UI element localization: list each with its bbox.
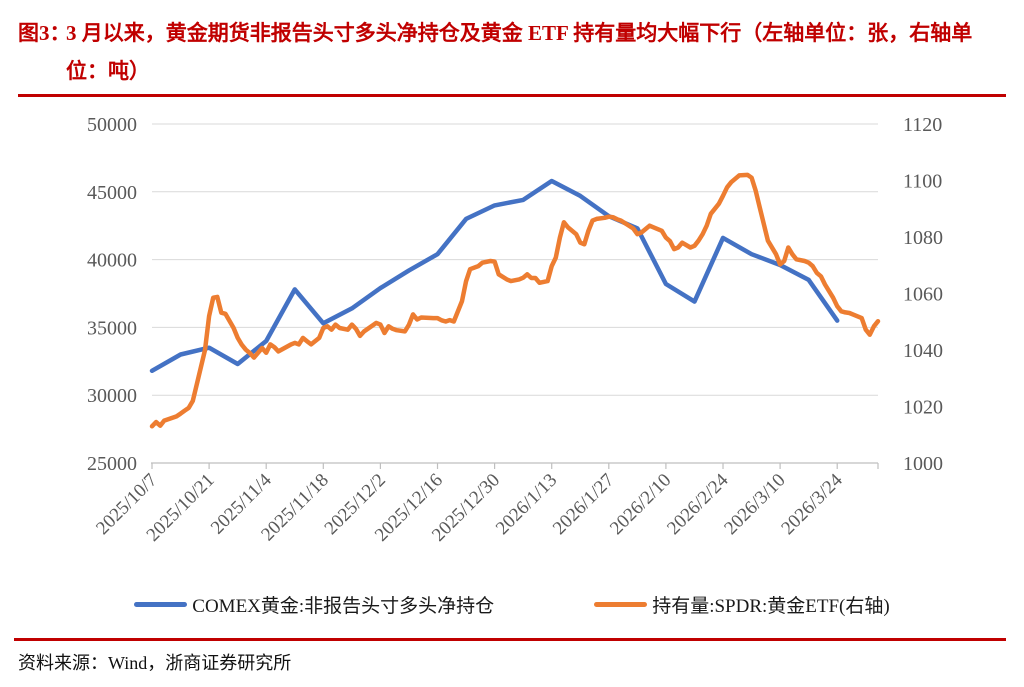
- blue-line-swatch: [134, 602, 188, 607]
- left-axis-label: 40000: [87, 250, 137, 272]
- figure-title-text: 3 月以来，黄金期货非报告头寸多头净持仓及黄金 ETF 持有量均大幅下行（左轴单…: [66, 21, 973, 83]
- left-axis-label: 35000: [87, 317, 137, 339]
- right-axis-label: 1080: [903, 227, 943, 249]
- left-axis-label: 25000: [87, 453, 137, 475]
- right-axis-label: 1060: [903, 284, 943, 306]
- left-axis-label: 45000: [87, 182, 137, 204]
- x-axis-label: 2026/2/10: [606, 470, 675, 539]
- figure-title: 图3： 3 月以来，黄金期货非报告头寸多头净持仓及黄金 ETF 持有量均大幅下行（…: [18, 14, 1004, 90]
- legend-item-spdr: 持有量:SPDR:黄金ETF(右轴): [594, 591, 890, 618]
- right-axis-label: 1040: [903, 340, 943, 362]
- left-axis-label: 30000: [87, 385, 137, 407]
- right-axis-label: 1020: [903, 397, 943, 419]
- orange-line-swatch: [594, 602, 648, 607]
- left-axis-label: 50000: [87, 114, 137, 136]
- x-axis-label: 2026/3/10: [720, 470, 789, 539]
- legend-label-spdr: 持有量:SPDR:黄金ETF(右轴): [652, 596, 890, 617]
- right-axis-label: 1100: [903, 171, 942, 193]
- x-axis-label: 2026/1/27: [549, 470, 618, 539]
- x-axis-label: 2026/2/24: [663, 469, 733, 539]
- x-axis-label: 2026/1/13: [492, 470, 561, 539]
- source-note: 资料来源：Wind，浙商证券研究所: [18, 653, 292, 673]
- series-line-spdr-etf: [149, 172, 881, 429]
- footer-divider: [14, 638, 1006, 641]
- legend-label-comex: COMEX黄金:非报告头寸多头净持仓: [192, 596, 495, 617]
- title-divider: [18, 94, 1006, 97]
- right-axis-label: 1120: [903, 114, 942, 136]
- series-line-comex: [149, 178, 840, 374]
- chart-legend: COMEX黄金:非报告头寸多头净持仓 持有量:SPDR:黄金ETF(右轴): [0, 591, 1024, 618]
- legend-item-comex: COMEX黄金:非报告头寸多头净持仓: [134, 591, 494, 618]
- x-axis-label: 2026/3/24: [777, 469, 847, 539]
- figure-number: 图3：: [18, 21, 71, 45]
- right-axis-label: 1000: [903, 453, 943, 475]
